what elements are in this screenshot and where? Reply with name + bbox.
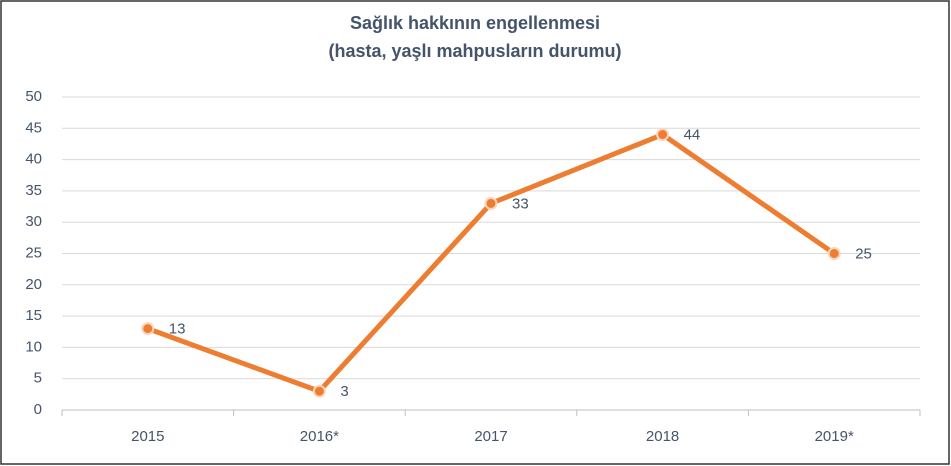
x-tick-label: 2016* [300,428,339,445]
marker [656,128,670,142]
y-tick-label: 5 [34,370,42,387]
y-tick-label: 15 [25,307,42,324]
y-tick-label: 35 [25,182,42,199]
x-tick-label: 2017 [474,428,507,445]
y-tick-label: 20 [25,276,42,293]
x-tick-label: 2018 [646,428,679,445]
data-label: 33 [512,195,529,212]
y-tick-label: 50 [25,88,42,105]
y-tick-label: 40 [25,151,42,168]
marker [141,322,155,336]
y-tick-label: 30 [25,213,42,230]
y-tick-label: 25 [25,244,42,261]
y-tick-label: 45 [25,119,42,136]
chart-title: Sağlık hakkının engellenmesi [350,13,600,33]
y-tick-label: 10 [25,338,42,355]
data-label: 25 [855,245,872,262]
x-tick-label: 2015 [131,428,164,445]
data-label: 44 [684,127,701,144]
marker [484,196,498,210]
marker [827,247,841,260]
y-tick-label: 0 [34,401,42,418]
x-tick-label: 2019* [815,428,854,445]
chart-subtitle: (hasta, yaşlı mahpusların durumu) [328,41,621,61]
data-label: 3 [340,383,348,400]
data-label: 13 [169,321,186,338]
marker [312,384,326,398]
